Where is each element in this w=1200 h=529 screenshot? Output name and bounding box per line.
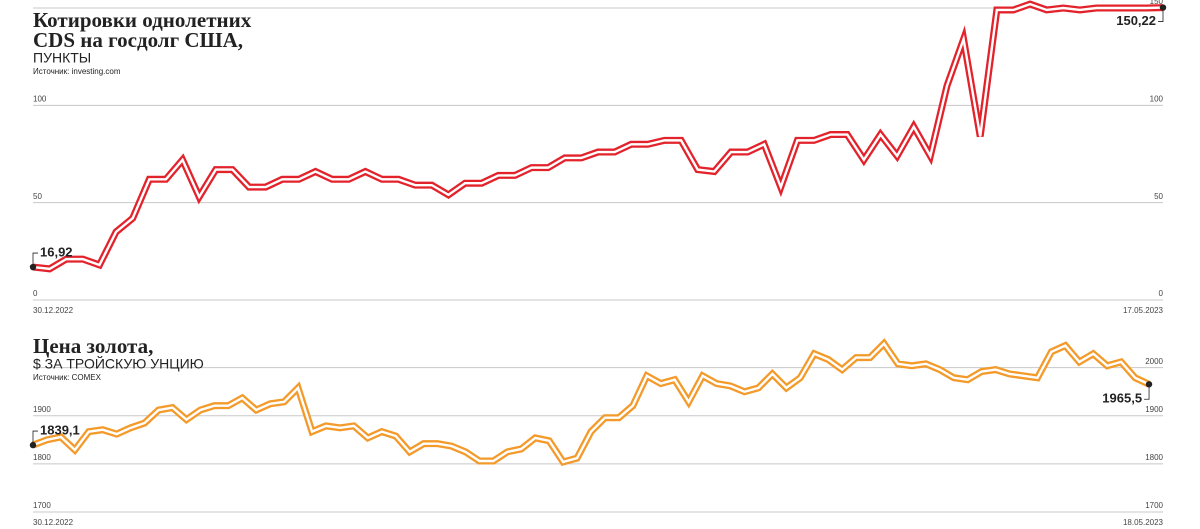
y-tick-label-left: 1700 xyxy=(33,501,51,510)
y-tick-label-left: 100 xyxy=(33,94,47,103)
source: Источник: COMEX xyxy=(33,373,102,382)
end-point xyxy=(1145,381,1153,388)
line-inner xyxy=(32,341,1150,464)
x-tick-label: 17.05.2023 xyxy=(1123,306,1164,315)
value-label: 1839,1 xyxy=(40,423,80,438)
y-tick-label-left: 0 xyxy=(33,289,38,298)
y-tick-label-right: 50 xyxy=(1154,192,1163,201)
label-bracket xyxy=(1144,384,1150,400)
y-tick-label-left: 50 xyxy=(33,192,42,201)
label-bracket xyxy=(1158,7,1164,22)
y-tick-label-right: 100 xyxy=(1150,94,1164,103)
y-tick-label-right: 150 xyxy=(1150,0,1164,6)
chart-title: Цена золота, xyxy=(33,334,153,358)
label-bracket xyxy=(32,252,38,268)
source: Источник: investing.com xyxy=(33,67,121,76)
chart-subtitle: CDS на госдолг США, xyxy=(33,28,243,52)
label-bracket xyxy=(32,430,38,446)
y-tick-label-right: 1700 xyxy=(1145,501,1163,510)
chart-subtitle: $ ЗА ТРОЙСКУЮ УНЦИЮ xyxy=(33,355,204,372)
y-tick-label-right: 1800 xyxy=(1145,453,1163,462)
chart-title: Котировки однолетних xyxy=(33,8,252,32)
x-tick-label: 18.05.2023 xyxy=(1123,518,1164,527)
y-tick-label-left: 1900 xyxy=(33,405,51,414)
value-label: 1965,5 xyxy=(1102,391,1142,406)
y-tick-label-right: 0 xyxy=(1159,289,1164,298)
y-tick-label-right: 1900 xyxy=(1145,405,1163,414)
x-tick-label: 30.12.2022 xyxy=(33,518,74,527)
x-tick-label: 30.12.2022 xyxy=(33,306,74,315)
value-label: 16,92 xyxy=(40,244,73,259)
y-tick-label-left: 1800 xyxy=(33,453,51,462)
line-inner xyxy=(32,2,1164,271)
unit-label: ПУНКТЫ xyxy=(33,50,91,66)
value-label: 150,22 xyxy=(1116,13,1156,28)
y-tick-label-right: 2000 xyxy=(1145,357,1163,366)
